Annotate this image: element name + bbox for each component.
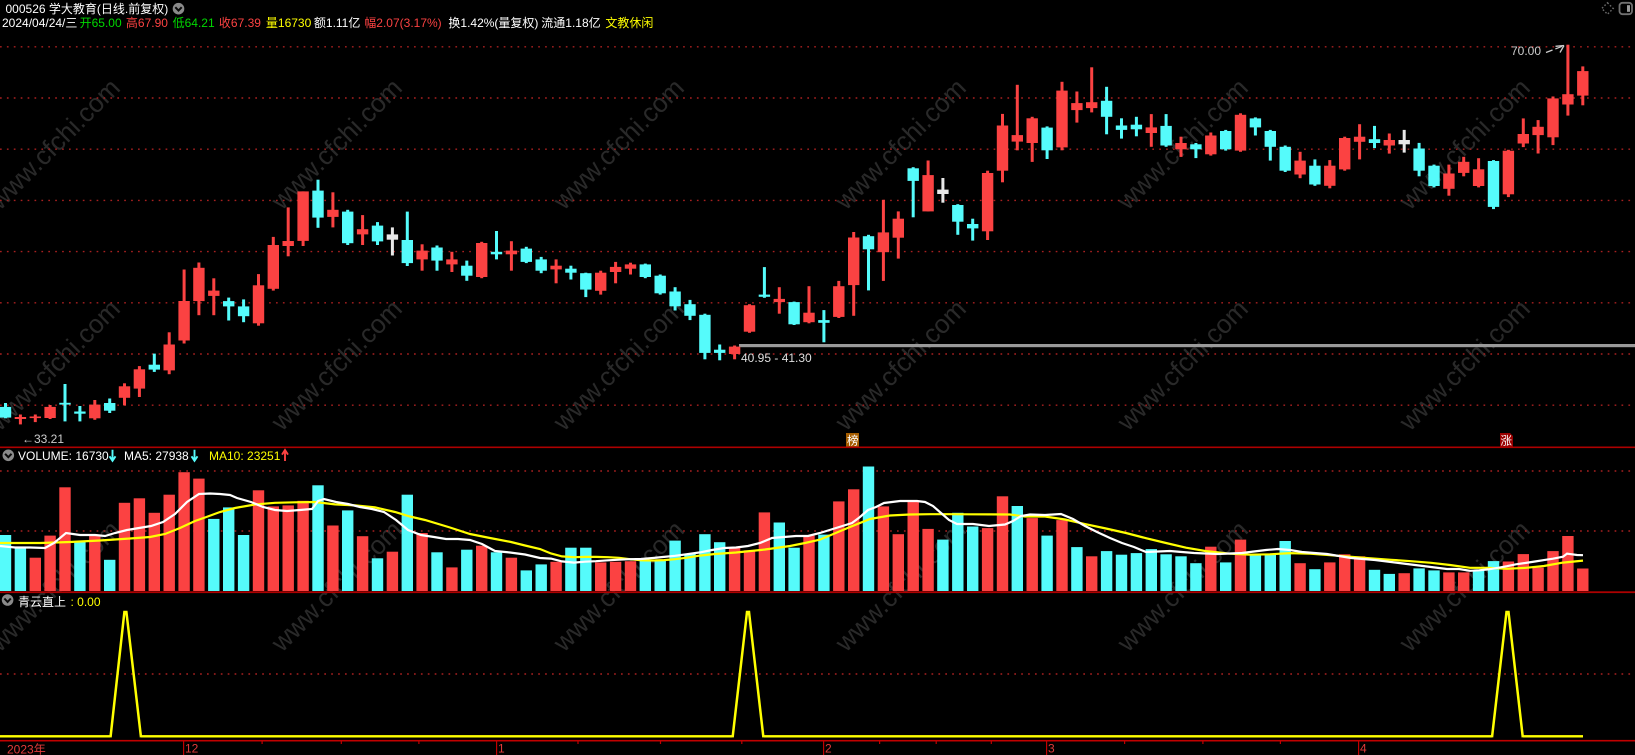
svg-text:www.cfchi.com: www.cfchi.com — [1392, 293, 1535, 436]
svg-text:www.cfchi.com: www.cfchi.com — [546, 293, 689, 436]
svg-text:VOLUME: 16730: VOLUME: 16730 — [18, 449, 109, 463]
svg-text:额1.11亿: 额1.11亿 — [314, 15, 360, 30]
svg-text:开65.00: 开65.00 — [80, 16, 122, 30]
svg-text:www.cfchi.com: www.cfchi.com — [546, 72, 689, 215]
svg-text:2024/04/24/三: 2024/04/24/三 — [2, 16, 77, 30]
svg-text:3: 3 — [1048, 742, 1055, 755]
svg-text:www.cfchi.com: www.cfchi.com — [1110, 293, 1253, 436]
svg-text:12: 12 — [185, 742, 199, 755]
svg-text:高67.90: 高67.90 — [126, 15, 168, 30]
svg-text:2: 2 — [825, 742, 832, 755]
svg-text:www.cfchi.com: www.cfchi.com — [1392, 72, 1535, 215]
svg-text:涨: 涨 — [1501, 435, 1513, 448]
svg-text:2023年: 2023年 — [7, 743, 46, 755]
svg-text:1: 1 — [498, 742, 505, 755]
svg-text:青云直上: 青云直上 — [18, 595, 66, 609]
svg-text:www.cfchi.com: www.cfchi.com — [264, 293, 407, 436]
svg-text:70.00: 70.00 — [1511, 44, 1541, 58]
svg-text:4: 4 — [1360, 742, 1367, 755]
svg-text:MA5: 27938: MA5: 27938 — [124, 449, 189, 463]
svg-text:www.cfchi.com: www.cfchi.com — [0, 293, 126, 436]
svg-text:文教休闲: 文教休闲 — [605, 15, 653, 30]
svg-text:低64.21: 低64.21 — [173, 16, 215, 30]
svg-text:www.cfchi.com: www.cfchi.com — [828, 293, 971, 436]
svg-text:www.cfchi.com: www.cfchi.com — [828, 72, 971, 215]
svg-text:www.cfchi.com: www.cfchi.com — [0, 72, 126, 215]
svg-text:←33.21: ←33.21 — [22, 432, 64, 446]
svg-text:40.95 - 41.30: 40.95 - 41.30 — [741, 351, 812, 365]
svg-text:量16730: 量16730 — [266, 16, 312, 30]
svg-text:000526 学大教育(日线.前复权): 000526 学大教育(日线.前复权) — [6, 1, 169, 16]
svg-text:收67.39: 收67.39 — [219, 16, 261, 30]
svg-text:流通1.18亿: 流通1.18亿 — [541, 15, 600, 30]
svg-text:换1.42%(量复权): 换1.42%(量复权) — [448, 16, 538, 30]
svg-text:www.cfchi.com: www.cfchi.com — [264, 72, 407, 215]
svg-text:: 0.00: : 0.00 — [71, 595, 101, 609]
svg-text:MA10: 23251: MA10: 23251 — [209, 449, 281, 463]
svg-text:榜: 榜 — [847, 434, 859, 448]
svg-text:幅2.07(3.17%): 幅2.07(3.17%) — [364, 15, 441, 30]
